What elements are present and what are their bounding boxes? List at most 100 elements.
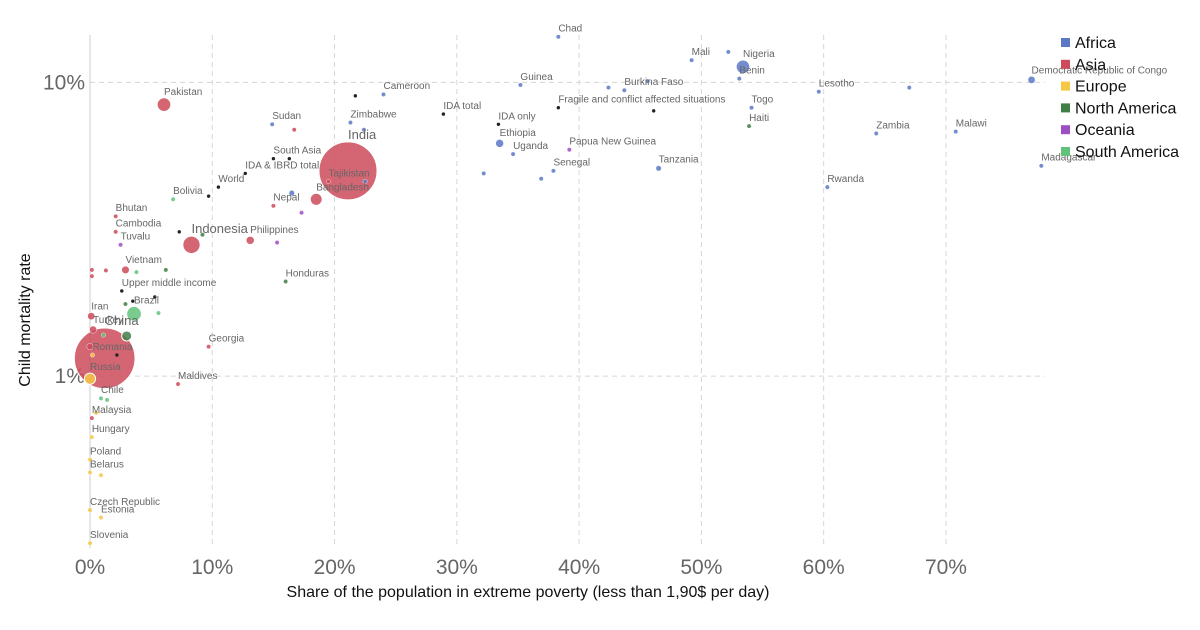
point-label: Nigeria: [743, 49, 775, 60]
point-label: Vietnam: [125, 255, 162, 266]
bubble: [86, 343, 94, 351]
bubble: [163, 267, 169, 273]
bubble: [98, 515, 104, 520]
point-label: Bhutan: [116, 203, 148, 214]
bubble: [1038, 163, 1044, 169]
x-tick-label: 20%: [314, 556, 356, 579]
legend-label: North America: [1075, 100, 1176, 117]
aggregate-point: [441, 112, 446, 116]
point-label: Czech Republic: [90, 497, 160, 508]
aggregate-point: [177, 230, 181, 234]
point-label: Uganda: [513, 141, 548, 152]
aggregate-label: IDA only: [498, 111, 535, 122]
y-tick-label: 10%: [43, 71, 85, 94]
aggregate-label: IDA & IBRD total: [245, 160, 319, 171]
bubble: [87, 540, 93, 546]
bubble: [87, 470, 93, 475]
bubble: [510, 151, 516, 157]
aggregate-point: [120, 289, 124, 293]
point-label: Senegal: [553, 158, 590, 169]
points: [73, 34, 1044, 546]
x-tick-label: 30%: [436, 556, 478, 579]
bubble: [361, 127, 367, 133]
point-label: Ethiopia: [500, 128, 537, 139]
bubble: [736, 76, 742, 82]
bubble: [104, 397, 110, 403]
legend-label: Asia: [1075, 57, 1106, 74]
point-label: Lesotho: [819, 78, 855, 89]
bubble: [269, 121, 275, 127]
bubble: [518, 82, 523, 88]
point-label: Nepal: [273, 193, 299, 204]
aggregate-label: IDA total: [443, 101, 481, 112]
bubble: [87, 312, 96, 320]
bubble: [749, 105, 754, 111]
bubble: [1027, 76, 1036, 84]
grid: [90, 35, 1045, 548]
bubble: [123, 301, 128, 307]
legend-label: South America: [1075, 144, 1179, 161]
point-label: Hungary: [92, 424, 130, 435]
aggregate-point: [131, 299, 135, 303]
bubble: [156, 310, 161, 316]
legend-label: Europe: [1075, 79, 1127, 96]
point-label: Malaysia: [92, 405, 132, 416]
point-label: Pakistan: [164, 87, 202, 98]
bubble: [103, 268, 109, 273]
bubble: [113, 229, 119, 235]
point-label: Poland: [90, 446, 121, 457]
labels: China India Indonesia Brazil Nigeria Pakistan…: [90, 24, 1168, 541]
aggregate-point: [115, 353, 119, 357]
point-label: Zimbabwe: [350, 109, 397, 120]
bubble: [156, 97, 172, 113]
bubble: [621, 87, 627, 93]
bubble: [288, 190, 295, 197]
aggregate-point: [353, 94, 358, 98]
x-tick-label: 10%: [191, 556, 233, 579]
point-label: Cameroon: [383, 81, 430, 92]
x-tick-label: 50%: [680, 556, 722, 579]
bubble: [362, 179, 368, 184]
bubble: [645, 78, 650, 84]
point-label: Tajikistan: [328, 168, 369, 179]
bubble: [83, 372, 97, 385]
bubble: [89, 273, 95, 279]
bubble: [551, 168, 556, 174]
x-tick-label: 70%: [925, 556, 967, 579]
point-label: Slovenia: [90, 530, 129, 541]
bubble: [538, 176, 544, 182]
point-label: Haiti: [749, 113, 769, 124]
legend-swatch: [1061, 147, 1070, 156]
point-label: Malawi: [956, 118, 987, 129]
bubble: [566, 147, 572, 153]
point-label: Chad: [558, 24, 582, 35]
legend-label: Oceania: [1075, 122, 1135, 139]
bubble: [271, 203, 276, 209]
x-tick-label: 40%: [558, 556, 600, 579]
bubble: [309, 192, 323, 206]
aggregate-point: [153, 295, 157, 299]
y-axis-title: Child mortality rate: [17, 253, 34, 386]
legend-swatch: [1061, 38, 1070, 47]
point-label: Bolivia: [173, 186, 203, 197]
point-label: India: [348, 127, 377, 142]
point-label: Romania: [92, 342, 132, 353]
point-label: Turkey: [93, 315, 123, 326]
bubble: [200, 232, 205, 238]
bubble: [283, 279, 289, 284]
bubble: [873, 131, 879, 136]
aggregate-label: Upper middle income: [122, 278, 217, 289]
aggregate-point: [556, 106, 561, 110]
x-axis-title: Share of the population in extreme pover…: [287, 584, 770, 601]
bubble: [906, 85, 912, 91]
point-label: Mali: [692, 47, 710, 58]
bubble: [126, 305, 142, 322]
x-tick-label: 60%: [803, 556, 845, 579]
aggregate-point: [496, 122, 501, 127]
point-label: Democratic Republic of Congo: [1032, 65, 1168, 76]
aggregate-point: [271, 156, 276, 161]
point-label: Sudan: [272, 111, 301, 122]
bubble: [381, 92, 386, 97]
legend-swatch: [1061, 103, 1070, 113]
bubble: [481, 171, 487, 176]
